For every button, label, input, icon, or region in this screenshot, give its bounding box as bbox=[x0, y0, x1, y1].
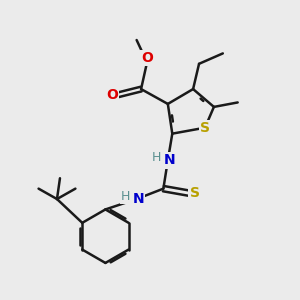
Text: O: O bbox=[141, 51, 153, 65]
Text: O: O bbox=[106, 88, 118, 102]
Text: H: H bbox=[121, 190, 130, 202]
Text: S: S bbox=[200, 121, 210, 135]
Text: S: S bbox=[190, 186, 200, 200]
Text: N: N bbox=[132, 192, 144, 206]
Text: H: H bbox=[152, 151, 161, 164]
Text: N: N bbox=[164, 153, 175, 167]
